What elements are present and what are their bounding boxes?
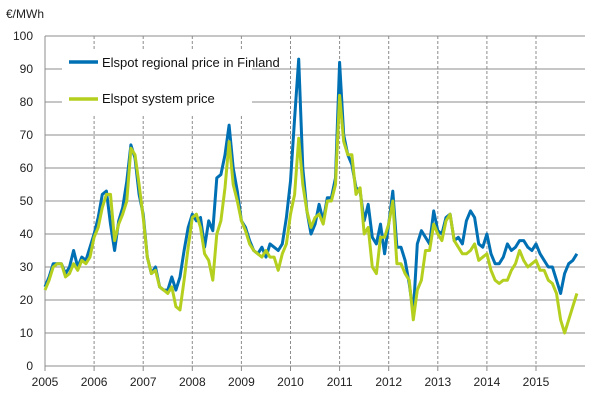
grid: [44, 35, 585, 371]
x-tick-label: 2010: [277, 375, 304, 389]
x-tick-label: 2013: [424, 375, 451, 389]
y-axis-label: €/MWh: [6, 7, 44, 21]
x-tick-label: 2006: [81, 375, 108, 389]
x-tick-label: 2011: [327, 375, 353, 389]
x-tick-label: 2012: [375, 375, 402, 389]
y-tick-label: 50: [20, 194, 34, 208]
x-tick-label: 2015: [523, 375, 550, 389]
y-tick-label: 80: [20, 95, 34, 109]
legend: Elspot regional price in Finland Elspot …: [62, 50, 280, 114]
tick-labels: 0 10 20 30 40 50 60 70 80 90 100 2005 2006 2007 2008 20…: [13, 29, 550, 389]
y-tick-label: 0: [26, 359, 33, 373]
legend-label-finland: Elspot regional price in Finland: [102, 55, 280, 70]
x-tick-label: 2005: [32, 375, 59, 389]
y-tick-label: 90: [20, 62, 34, 76]
legend-label-system: Elspot system price: [102, 91, 215, 106]
x-tick-label: 2014: [474, 375, 501, 389]
y-tick-label: 100: [13, 29, 33, 43]
y-tick-label: 40: [20, 227, 34, 241]
series-line-1: [43, 93, 579, 335]
y-tick-label: 60: [20, 161, 34, 175]
y-tick-label: 30: [20, 260, 34, 274]
series-lines: [43, 57, 579, 335]
x-tick-label: 2009: [228, 375, 255, 389]
y-tick-label: 20: [20, 293, 34, 307]
x-tick-label: 2007: [130, 375, 157, 389]
x-tick-label: 2008: [179, 375, 206, 389]
y-tick-label: 10: [20, 326, 34, 340]
y-tick-label: 70: [20, 128, 34, 142]
